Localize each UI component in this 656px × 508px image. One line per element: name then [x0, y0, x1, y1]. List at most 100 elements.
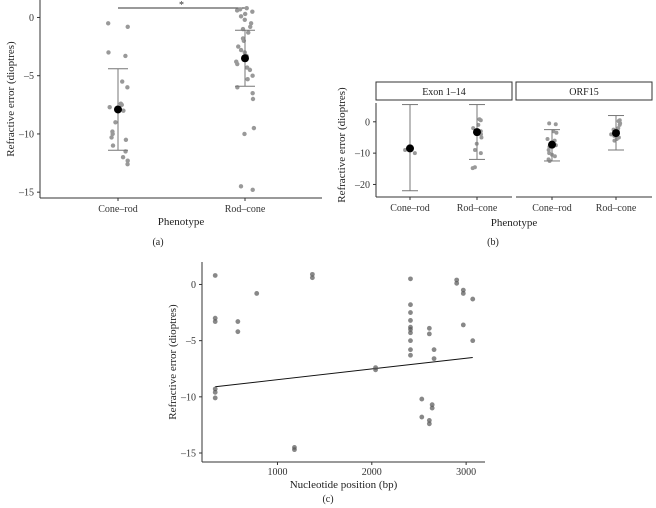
- panel-a-data-point: [248, 24, 253, 29]
- panel-a-data-point: [242, 17, 247, 22]
- panel-c-data-point: [460, 322, 466, 328]
- panel-c-data-point: [212, 273, 218, 278]
- panel-a-data-point: [250, 187, 255, 193]
- panel-c-y-tick-label: 0: [191, 280, 196, 291]
- panel-c-trendline: [215, 357, 473, 388]
- panel-a-data-point: [120, 155, 126, 160]
- panel-c-data-point: [431, 347, 437, 353]
- panel-a-data-point: [113, 120, 118, 125]
- panel-c-data-point: [431, 356, 437, 362]
- panel-c-data-point: [408, 318, 413, 323]
- panel-c-data-point: [470, 296, 476, 302]
- panel-a-data-point: [250, 90, 255, 96]
- panel-a-x-tick-label: Rod–cone: [225, 204, 266, 215]
- panel-c-data-point: [426, 325, 432, 331]
- panel-b-x-tick-label: Rod–cone: [457, 203, 498, 214]
- panel-a-data-point: [242, 11, 248, 17]
- panel-c-data-point: [212, 315, 218, 321]
- panel-a-data-point: [125, 162, 130, 167]
- panel-a-data-point: [247, 67, 253, 73]
- panel-b-data-point: [616, 126, 621, 131]
- panel-c-data-point: [426, 421, 432, 427]
- panel-a-data-point: [251, 125, 257, 131]
- panel-b-data-point: [478, 118, 483, 123]
- panel-b-mean-point: [406, 144, 414, 153]
- panel-a-data-point: [235, 61, 240, 67]
- panel-c-data-point: [426, 331, 432, 337]
- panel-c-y-tick-label: –5: [185, 336, 196, 347]
- panel-c-data-point: [429, 405, 435, 411]
- panel-c-data-point: [254, 291, 260, 296]
- panel-c-y-tick-label: –15: [180, 449, 196, 460]
- panel-c-data-point: [408, 276, 413, 282]
- panel-c-data-point: [408, 302, 413, 308]
- panel-b-data-point: [546, 148, 551, 152]
- panel-c-data-point: [212, 386, 218, 392]
- panel-a-data-point: [125, 85, 130, 90]
- panel-a-data-point: [110, 131, 115, 137]
- panel-c-data-point: [454, 277, 460, 283]
- panel-a-data-point: [106, 50, 111, 55]
- panel-b-data-point: [472, 148, 477, 152]
- panel-b-facet-strip: [515, 81, 653, 101]
- panel-c-y-axis-title: Refractive error (dioptres): [167, 304, 179, 420]
- panel-b-x-tick-label: Rod–cone: [596, 203, 637, 214]
- panel-b-x-tick-label: Cone–rod: [532, 203, 571, 214]
- panel-a-data-point: [125, 24, 130, 29]
- panel-a-y-axis-title: Refractive error (dioptres): [5, 41, 17, 157]
- panel-b-facet-label: Exon 1–14: [422, 87, 466, 98]
- panel-b-data-point: [545, 137, 550, 142]
- panel-b-y-tick-label: –10: [354, 149, 370, 160]
- panel-a-data-point: [250, 9, 255, 14]
- panel-b-facet-strip: [375, 81, 513, 101]
- panel-b-data-point: [412, 151, 417, 156]
- panel-b-data-point: [552, 154, 557, 159]
- panel-b-x-axis-title: Phenotype: [491, 217, 538, 229]
- panel-b-x-tick-label: Cone–rod: [390, 203, 429, 214]
- panel-a-data-point: [121, 108, 126, 113]
- panel-a-data-point: [105, 21, 111, 26]
- panel-a-data-point: [107, 104, 112, 110]
- panel-c-x-axis-title: Nucleotide position (bp): [290, 479, 398, 491]
- panel-c-y-tick-label: –10: [180, 392, 196, 403]
- panel-a-mean-point: [241, 54, 249, 63]
- panel-a-y-tick-label: –5: [23, 71, 34, 82]
- panel-a-data-point: [234, 8, 240, 13]
- panel-a-data-point: [238, 14, 244, 19]
- panel-c-x-tick-label: 1000: [267, 467, 287, 478]
- panel-c-data-point: [408, 330, 413, 336]
- panel-c-data-point: [429, 402, 435, 408]
- panel-a-significance-label: *: [179, 0, 184, 11]
- panel-c-data-point: [460, 287, 466, 293]
- panel-a-data-point: [109, 135, 114, 140]
- panel-b-data-point: [470, 166, 475, 171]
- panel-a-data-point: [244, 5, 249, 11]
- panel-a-data-point: [246, 30, 251, 35]
- panel-a-x-tick-label: Cone–rod: [98, 204, 137, 215]
- panel-a-x-axis-title: Phenotype: [158, 216, 205, 228]
- panel-c-data-point: [373, 367, 378, 373]
- panel-b-data-point: [478, 151, 483, 156]
- panel-c-data-point: [408, 310, 413, 315]
- panel-a-data-point: [236, 44, 241, 49]
- panel-a-data-point: [238, 184, 244, 189]
- panel-b-data-point: [554, 130, 559, 135]
- panel-a-data-point: [110, 143, 116, 148]
- panel-b-data-point: [547, 121, 552, 126]
- panel-b-y-axis-title: Refractive error (dioptres): [336, 87, 348, 203]
- panel-a-data-point: [248, 21, 254, 26]
- panel-b-data-point: [471, 126, 476, 131]
- panel-c-data-point: [460, 291, 466, 296]
- panel-b-facet-label: ORF15: [569, 87, 598, 98]
- panel-a-data-point: [250, 96, 256, 102]
- panel-b-data-point: [479, 135, 484, 140]
- panel-c-data-point: [419, 414, 425, 420]
- panel-b-mean-point: [473, 128, 481, 137]
- panel-b-data-point: [612, 138, 617, 143]
- panel-b-mean-point: [548, 140, 556, 149]
- panel-c-data-point: [408, 327, 413, 332]
- panel-c-data-point: [235, 319, 241, 324]
- panel-c-data-point: [408, 338, 413, 344]
